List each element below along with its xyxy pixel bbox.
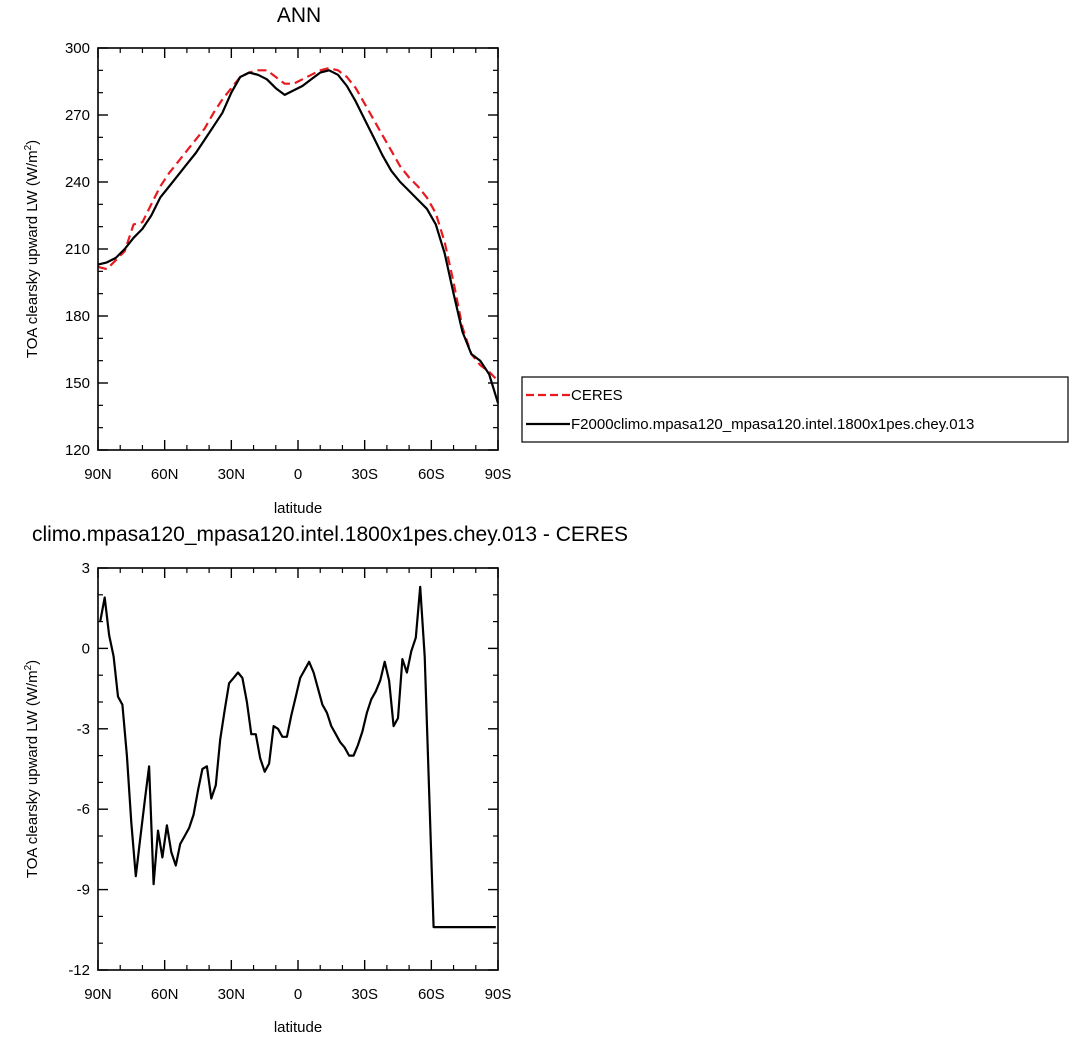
bottom-y-label-end: ) [24, 660, 41, 665]
top-chart-panel: ANN 90N 60N 30N 0 30S 60S 90S 120 150 180 210 240 27… [23, 4, 1069, 517]
bottom-x-tick-label: 60S [418, 986, 445, 1003]
bottom-plot-frame [97, 567, 499, 971]
legend-label-ceres: CERES [571, 387, 623, 404]
top-y-label-end: ) [24, 140, 41, 145]
top-chart-title: ANN [277, 4, 321, 27]
bottom-y-tick-label: -3 [77, 721, 90, 738]
top-series-line-0 [97, 66, 499, 382]
bottom-y-tick-label: -12 [68, 962, 90, 979]
top-x-axis-label: latitude [274, 500, 322, 517]
top-x-tick-label: 30N [218, 466, 246, 483]
top-plot-frame [97, 47, 499, 451]
bottom-y-label-main: TOA clearsky upward LW (W/m [24, 670, 41, 878]
bottom-y-tick-label: 3 [82, 560, 90, 577]
bottom-y-tick-label: -6 [77, 801, 90, 818]
top-series-line-1 [97, 69, 500, 404]
top-x-tick-label: 30S [351, 466, 378, 483]
bottom-x-tick-label: 30S [351, 986, 378, 1003]
top-x-tick-label: 60N [151, 466, 179, 483]
bottom-chart-title: climo.mpasa120_mpasa120.intel.1800x1pes.… [32, 523, 628, 546]
top-y-tick-label: 300 [65, 40, 90, 57]
top-y-tick-label: 120 [65, 442, 90, 459]
bottom-y-label-sup: 2 [23, 664, 34, 670]
legend-label-model: F2000climo.mpasa120_mpasa120.intel.1800x… [571, 416, 974, 433]
bottom-chart-panel: climo.mpasa120_mpasa120.intel.1800x1pes.… [23, 523, 628, 1036]
top-y-tick-label: 270 [65, 107, 90, 124]
bottom-x-tick-label: 90S [485, 986, 512, 1003]
top-chart-legend: CERES F2000climo.mpasa120_mpasa120.intel… [521, 376, 1069, 443]
legend-box [521, 376, 1069, 443]
bottom-x-tick-label: 60N [151, 986, 179, 1003]
bottom-x-tick-label: 30N [218, 986, 246, 1003]
top-y-tick-label: 210 [65, 241, 90, 258]
top-x-tick-label: 90N [84, 466, 112, 483]
top-x-tick-label: 90S [485, 466, 512, 483]
bottom-x-tick-label: 90N [84, 986, 112, 1003]
top-y-tick-label: 240 [65, 174, 90, 191]
top-x-tick-label: 0 [294, 466, 302, 483]
bottom-y-tick-label: 0 [82, 640, 90, 657]
top-x-tick-label: 60S [418, 466, 445, 483]
top-y-axis-label: TOA clearsky upward LW (W/m2) [23, 140, 41, 358]
top-y-label-main: TOA clearsky upward LW (W/m [24, 150, 41, 358]
top-y-tick-label: 150 [65, 375, 90, 392]
bottom-x-axis-label: latitude [274, 1019, 322, 1036]
bottom-y-axis-label: TOA clearsky upward LW (W/m2) [23, 660, 41, 878]
top-y-tick-label: 180 [65, 308, 90, 325]
bottom-y-tick-label: -9 [77, 882, 90, 899]
top-y-label-sup: 2 [23, 144, 34, 150]
bottom-x-tick-label: 0 [294, 986, 302, 1003]
bottom-series-line-0 [99, 585, 496, 929]
